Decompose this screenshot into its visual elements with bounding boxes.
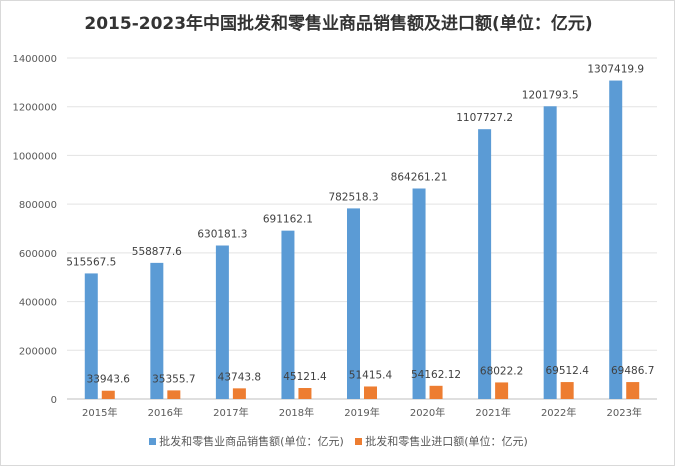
legend-item-sales: 批发和零售业商品销售额(单位：亿元) xyxy=(149,433,344,449)
bar-sales xyxy=(609,80,623,399)
data-label-imports: 51415.4 xyxy=(349,369,393,381)
data-label-sales: 1201793.5 xyxy=(522,89,579,101)
bar-sales xyxy=(412,188,426,399)
data-label-sales: 630181.3 xyxy=(197,229,247,241)
data-label-sales: 864261.21 xyxy=(391,171,448,183)
data-label-sales: 558877.6 xyxy=(132,246,182,258)
bar-sales xyxy=(347,208,360,399)
x-tick-label: 2021年 xyxy=(475,406,510,419)
bar-imports xyxy=(429,385,443,399)
y-tick-label: 200000 xyxy=(19,346,57,357)
bar-imports xyxy=(495,382,509,399)
bar-sales xyxy=(478,129,492,399)
x-tick-label: 2018年 xyxy=(279,406,314,419)
bar-sales xyxy=(543,106,557,400)
y-tick-label: 0 xyxy=(51,395,57,406)
y-tick-label: 1200000 xyxy=(12,103,57,114)
data-label-imports: 69486.7 xyxy=(611,365,654,377)
data-label-imports: 54162.12 xyxy=(411,369,461,381)
data-label-imports: 68022.2 xyxy=(480,365,523,377)
data-label-sales: 782518.3 xyxy=(328,191,378,203)
legend-label-sales: 批发和零售业商品销售额(单位：亿元) xyxy=(159,435,344,448)
y-tick-label: 1000000 xyxy=(12,151,57,162)
bar-sales xyxy=(150,262,164,399)
bar-imports xyxy=(364,386,377,399)
bar-imports xyxy=(560,382,574,399)
data-label-imports: 35355.7 xyxy=(152,373,195,385)
legend-item-imports: 批发和零售业进口额(单位：亿元) xyxy=(355,433,528,449)
bar-sales xyxy=(281,230,295,399)
data-label-imports: 33943.6 xyxy=(87,374,131,386)
data-label-sales: 515567.5 xyxy=(66,256,116,268)
x-tick-label: 2020年 xyxy=(410,406,445,419)
bar-imports xyxy=(626,382,640,399)
legend-swatch-sales xyxy=(149,437,157,445)
x-tick-label: 2019年 xyxy=(344,406,379,419)
y-tick-label: 600000 xyxy=(19,249,57,260)
x-tick-label: 2017年 xyxy=(213,406,248,419)
data-label-imports: 69512.4 xyxy=(545,365,589,377)
data-label-sales: 1107727.2 xyxy=(456,112,513,124)
bar-imports xyxy=(101,390,115,399)
x-tick-label: 2023年 xyxy=(606,406,641,419)
bar-imports xyxy=(232,388,246,399)
bar-imports xyxy=(298,388,312,399)
chart-title: 2015-2023年中国批发和零售业商品销售额及进口额(单位：亿元) xyxy=(84,14,593,34)
data-label-sales: 1307419.9 xyxy=(587,64,644,76)
x-tick-label: 2015年 xyxy=(82,406,117,419)
legend: 批发和零售业商品销售额(单位：亿元) 批发和零售业进口额(单位：亿元) xyxy=(1,433,675,449)
bar-sales xyxy=(215,245,229,399)
legend-label-imports: 批发和零售业进口额(单位：亿元) xyxy=(365,435,528,448)
y-tick-label: 1400000 xyxy=(12,54,57,65)
bar-imports xyxy=(167,390,181,399)
legend-swatch-imports xyxy=(355,437,363,445)
bar-sales xyxy=(84,273,98,399)
y-tick-label: 800000 xyxy=(19,200,57,211)
data-label-imports: 45121.4 xyxy=(283,371,327,383)
x-tick-label: 2022年 xyxy=(541,406,576,419)
data-label-imports: 43743.8 xyxy=(218,371,261,383)
data-label-sales: 691162.1 xyxy=(263,214,313,226)
y-tick-label: 400000 xyxy=(19,298,57,309)
x-tick-label: 2016年 xyxy=(148,406,183,419)
